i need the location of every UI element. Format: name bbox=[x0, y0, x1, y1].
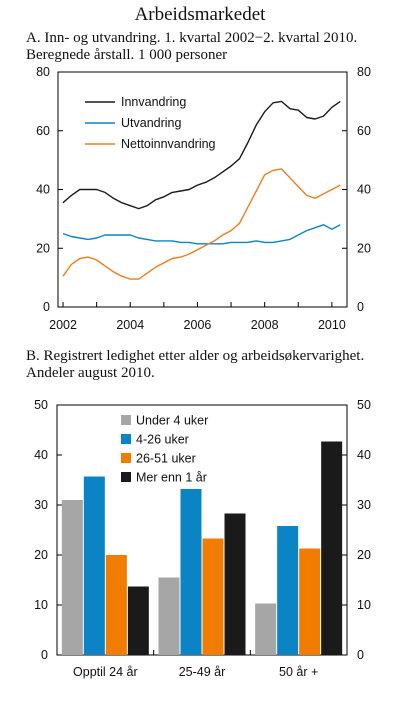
y-tick-label-right: 80 bbox=[357, 65, 371, 79]
x-tick-label: 2002 bbox=[49, 318, 77, 332]
x-category-label: 50 år + bbox=[279, 665, 318, 679]
legend-swatch bbox=[121, 472, 131, 482]
y-tick-label-right: 20 bbox=[357, 241, 371, 255]
y-tick-label-left: 20 bbox=[34, 548, 48, 562]
y-tick-label-left: 20 bbox=[36, 241, 50, 255]
y-tick-label-left: 30 bbox=[34, 498, 48, 512]
bar-under-4-uker bbox=[61, 500, 83, 655]
legend-swatch bbox=[121, 415, 131, 425]
series-line-innvandring bbox=[62, 100, 341, 210]
bar-4-26-uker bbox=[180, 489, 202, 655]
y-tick-label-left: 60 bbox=[36, 124, 50, 138]
y-tick-label-right: 20 bbox=[357, 548, 371, 562]
y-tick-label-left: 0 bbox=[41, 648, 48, 662]
legend-label: Mer enn 1 år bbox=[136, 471, 207, 485]
legend-swatch bbox=[121, 453, 131, 463]
page-title: Arbeidsmarkedet bbox=[134, 4, 266, 25]
x-tick-label: 2010 bbox=[318, 318, 346, 332]
series-line-nettoinnvandring bbox=[62, 168, 341, 280]
y-tick-label-right: 60 bbox=[357, 124, 371, 138]
chart-a-title: A. Inn- og utvandring. 1. kvartal 2002−2… bbox=[26, 30, 358, 63]
y-tick-label-left: 50 bbox=[34, 398, 48, 412]
x-tick-label: 2008 bbox=[251, 318, 279, 332]
y-tick-label-right: 0 bbox=[357, 300, 364, 314]
y-tick-label-right: 50 bbox=[357, 398, 371, 412]
chart-b-title: B. Registrert ledighet etter alder og ar… bbox=[26, 348, 365, 381]
y-tick-label-left: 40 bbox=[34, 448, 48, 462]
plot-frame bbox=[56, 404, 348, 656]
y-tick-label-left: 80 bbox=[36, 65, 50, 79]
legend-label: 4-26 uker bbox=[136, 433, 189, 447]
legend-swatch bbox=[121, 434, 131, 444]
x-tick-label: 2004 bbox=[116, 318, 144, 332]
series-line-utvandring bbox=[62, 224, 341, 245]
legend-label: Nettoinnvandring bbox=[121, 137, 216, 151]
legend-label: Utvandring bbox=[121, 116, 181, 130]
bar-26-51-uker bbox=[299, 548, 321, 655]
bar-mer-enn-1-år bbox=[127, 586, 149, 655]
line-chart-migration: 0 0 20 20 40 40 60 60 80 80 2002 2004 2006 2008 2010 In… bbox=[36, 65, 371, 332]
bar-under-4-uker bbox=[255, 603, 277, 655]
legend-label: Innvandring bbox=[121, 95, 186, 109]
y-tick-label-right: 0 bbox=[357, 648, 364, 662]
bar-26-51-uker bbox=[105, 555, 127, 655]
y-tick-label-right: 40 bbox=[357, 448, 371, 462]
bar-4-26-uker bbox=[83, 476, 105, 655]
y-tick-label-left: 40 bbox=[36, 183, 50, 197]
y-tick-label-right: 10 bbox=[357, 598, 371, 612]
legend-label: Under 4 uker bbox=[136, 414, 208, 428]
bar-4-26-uker bbox=[277, 526, 299, 655]
bar-mer-enn-1-år bbox=[224, 513, 246, 655]
x-tick-label: 2006 bbox=[184, 318, 212, 332]
x-category-label: Opptil 24 år bbox=[73, 665, 138, 679]
y-tick-label-left: 0 bbox=[43, 300, 50, 314]
x-category-label: 25-49 år bbox=[179, 665, 226, 679]
bar-26-51-uker bbox=[202, 538, 224, 655]
bar-under-4-uker bbox=[158, 577, 180, 655]
y-tick-label-left: 10 bbox=[34, 598, 48, 612]
y-tick-label-right: 30 bbox=[357, 498, 371, 512]
plot-frame bbox=[57, 71, 348, 308]
legend-label: 26-51 uker bbox=[136, 452, 196, 466]
bar-mer-enn-1-år bbox=[321, 441, 343, 655]
y-tick-label-right: 40 bbox=[357, 183, 371, 197]
